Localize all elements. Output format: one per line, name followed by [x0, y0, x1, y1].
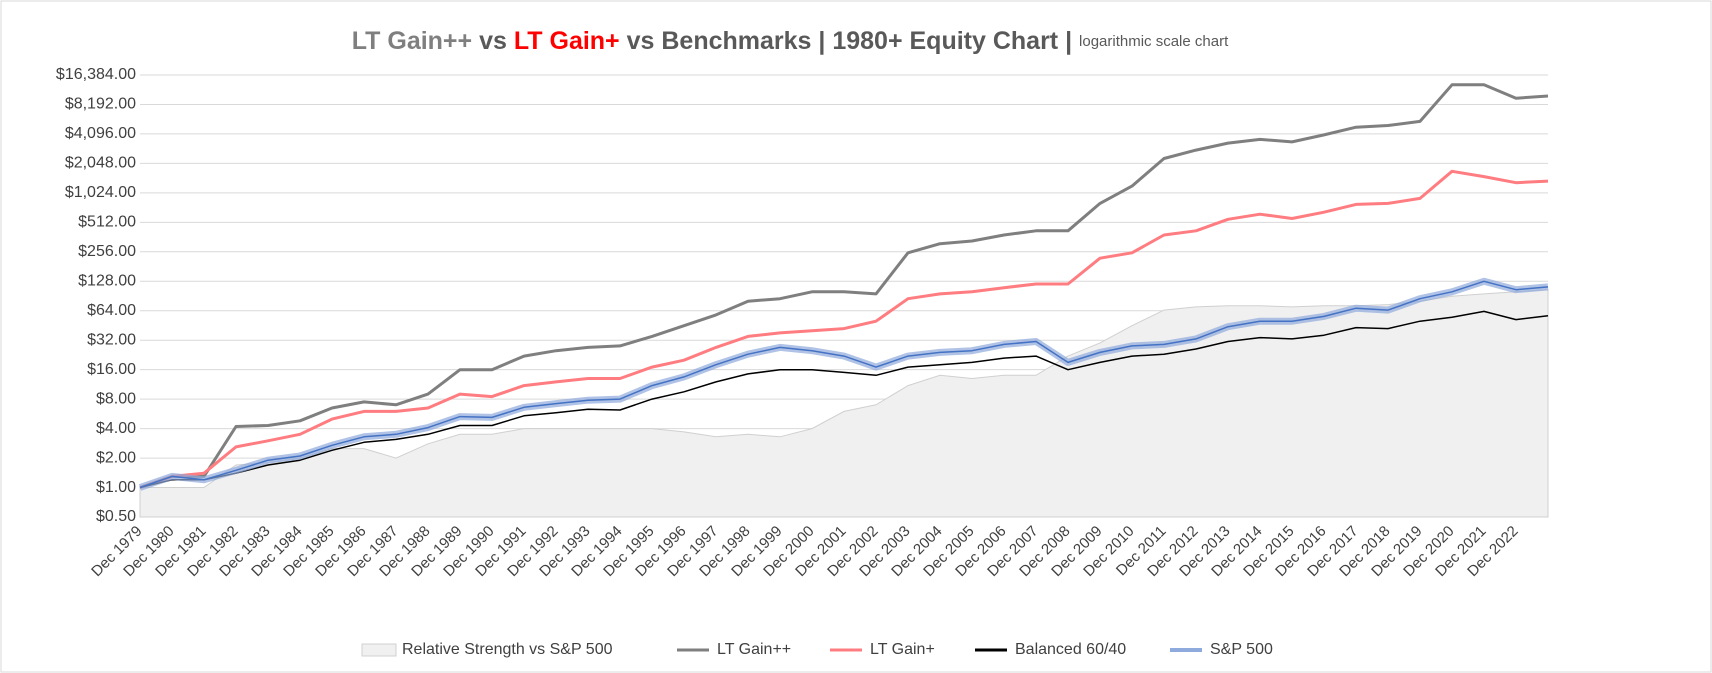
- legend-label: S&P 500: [1210, 641, 1273, 658]
- y-tick-label: $4.00: [96, 420, 136, 437]
- y-tick-label: $8,192.00: [65, 96, 136, 113]
- legend-label: Relative Strength vs S&P 500: [402, 641, 613, 658]
- title-part: logarithmic scale chart: [1079, 33, 1229, 50]
- y-tick-label: $16.00: [87, 361, 136, 378]
- series-line: [139, 280, 1549, 489]
- title-part: vs Benchmarks | 1980+ Equity Chart |: [627, 27, 1072, 55]
- y-tick-label: $2.00: [96, 449, 136, 466]
- chart-title: LT Gain++ vs LT Gain+ vs Benchmarks | 19…: [352, 27, 1229, 55]
- legend-label: LT Gain+: [870, 641, 935, 658]
- y-tick-label: $32.00: [87, 331, 136, 348]
- y-tick-label: $256.00: [78, 243, 136, 260]
- y-tick-label: $0.50: [96, 508, 136, 525]
- legend-swatch: [361, 643, 397, 657]
- series-line: [139, 83, 1549, 489]
- series-line: [139, 169, 1549, 489]
- y-tick-label: $512.00: [78, 214, 136, 231]
- y-tick-label: $2,048.00: [65, 155, 136, 172]
- y-tick-label: $16,384.00: [56, 66, 136, 83]
- legend-label: LT Gain++: [717, 641, 791, 658]
- title-part: vs: [479, 27, 507, 55]
- series-line: [139, 310, 1549, 489]
- title-part: LT Gain+: [514, 27, 620, 55]
- y-tick-label: $64.00: [87, 302, 136, 319]
- title-part: LT Gain++: [352, 27, 472, 55]
- y-tick-label: $128.00: [78, 272, 136, 289]
- legend-label: Balanced 60/40: [1015, 641, 1126, 658]
- y-tick-label: $1,024.00: [65, 184, 136, 201]
- y-tick-label: $8.00: [96, 390, 136, 407]
- y-tick-label: $4,096.00: [65, 125, 136, 142]
- y-tick-label: $1.00: [96, 479, 136, 496]
